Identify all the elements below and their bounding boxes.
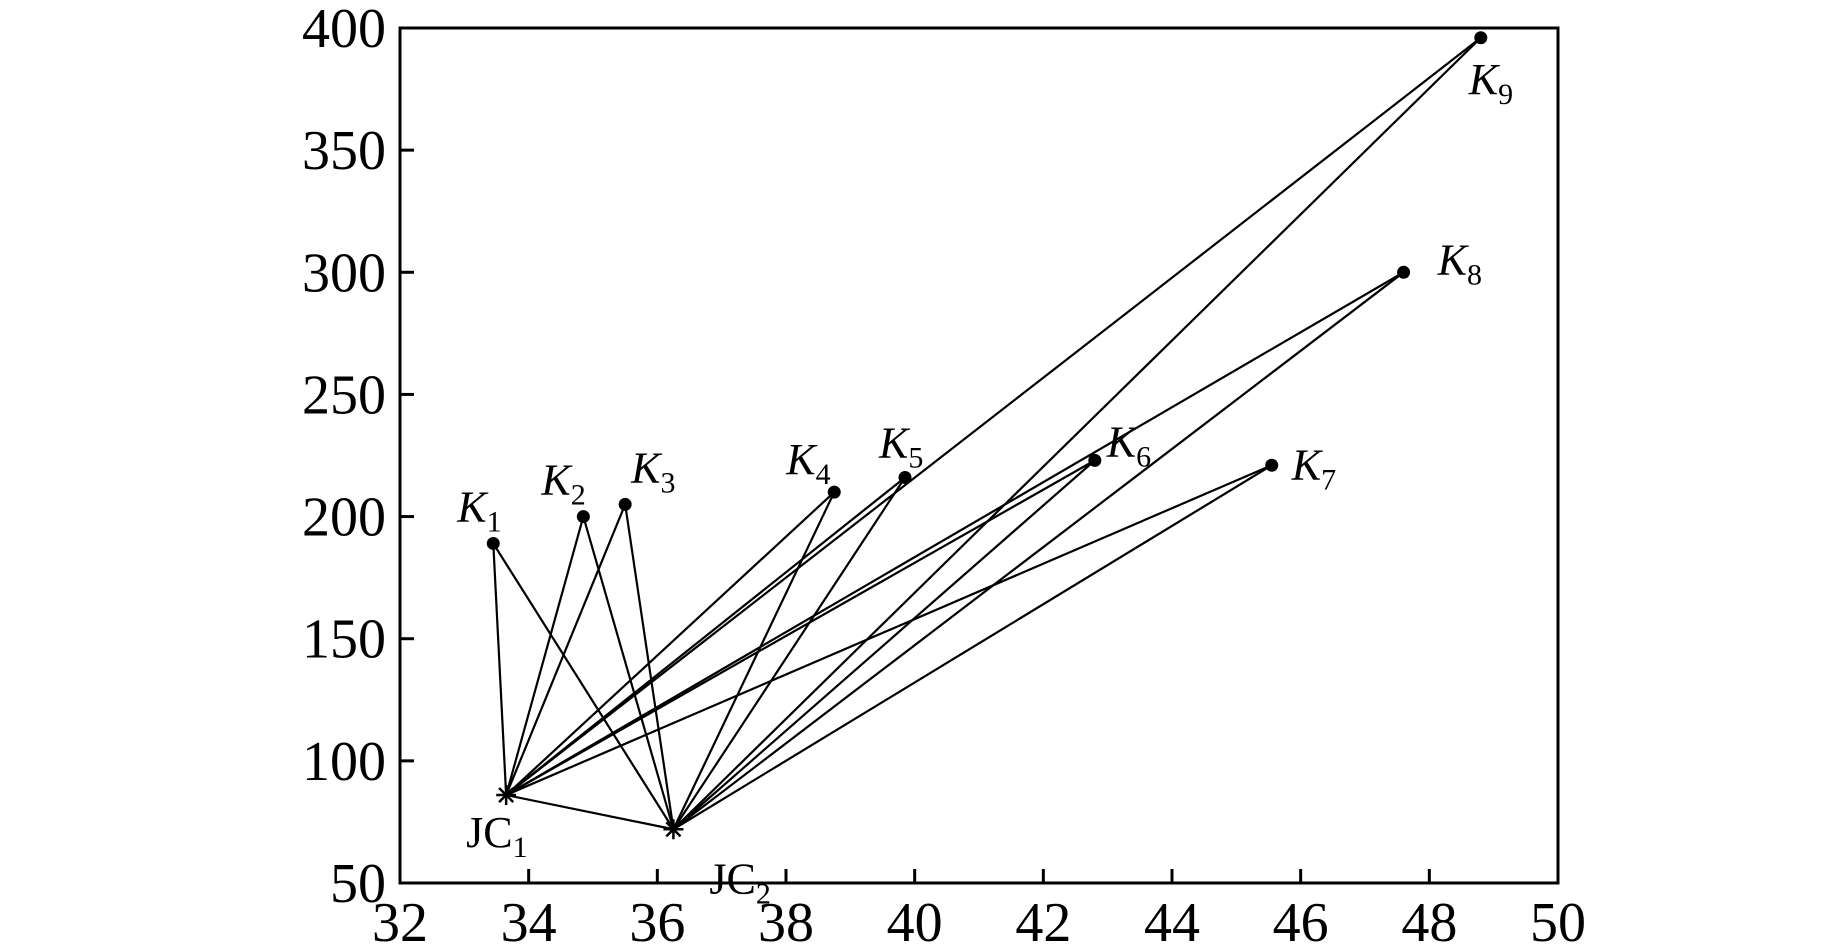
x-tick-label: 38 [758, 892, 814, 945]
connection-line-jc2-k7 [672, 464, 1273, 831]
point-label-k5: K5 [878, 418, 923, 474]
connection-line-jc2-k8 [672, 271, 1405, 831]
point-label-k7: K7 [1291, 440, 1336, 496]
plot-frame [398, 26, 1560, 885]
connection-line-jc2-k6 [672, 459, 1096, 831]
connection-line-jc1-k7 [505, 464, 1273, 797]
x-tick-label: 46 [1273, 892, 1329, 945]
point-label-k9: K9 [1468, 55, 1513, 111]
point-marker-k9 [1474, 31, 1488, 45]
star-marker-jc2 [663, 819, 684, 840]
point-label-k1: K1 [456, 482, 501, 538]
point-label-k3: K3 [630, 443, 675, 499]
y-tick-label: 150 [302, 609, 386, 671]
y-tick-label: 300 [302, 242, 386, 304]
point-marker-k6 [1088, 453, 1102, 467]
point-label-k8: K8 [1437, 235, 1482, 291]
point-marker-k7 [1265, 458, 1279, 472]
connection-line-jc1-k1 [492, 543, 508, 796]
y-tick-label: 100 [302, 731, 386, 793]
point-label-jc1: JC1 [466, 808, 527, 864]
connection-line-jc2-k1 [492, 542, 675, 830]
x-tick-label: 34 [501, 892, 557, 945]
connection-line-jc1-k3 [505, 503, 627, 796]
connection-line-jc2-k5 [672, 476, 906, 830]
connection-line-jc2-k2 [582, 516, 675, 830]
connection-line-jc2-k9 [672, 36, 1482, 831]
point-label-k4: K4 [785, 435, 830, 491]
point-marker-k4 [827, 485, 841, 499]
x-tick-label: 42 [1015, 892, 1071, 945]
connection-line-jc1-jc2 [505, 793, 674, 831]
connection-line-jc1-k9 [505, 36, 1482, 796]
point-label-k6: K6 [1106, 417, 1151, 473]
y-tick-label: 250 [302, 364, 386, 426]
y-tick-label: 400 [302, 0, 386, 60]
x-tick-label: 40 [887, 892, 943, 945]
connection-line-jc2-k3 [624, 504, 675, 830]
x-tick-label: 44 [1144, 892, 1200, 945]
connection-line-jc1-k2 [505, 516, 585, 796]
point-marker-k1 [486, 536, 500, 550]
x-axis-ticks: 32 34 36 38 40 42 44 46 48 50 [372, 869, 1586, 950]
x-tick-label: 36 [629, 892, 685, 945]
x-tick-label: 50 [1530, 892, 1586, 945]
y-axis-ticks: 50 100 150 200 250 300 350 400 [302, 0, 414, 915]
point-labels: JC1 JC2 K1 K2 K3 K4 K5 K6 K7 K8 K9 [456, 55, 1513, 910]
point-marker-k8 [1397, 265, 1411, 279]
connection-lines [492, 36, 1482, 831]
point-markers [486, 31, 1488, 840]
x-tick-label: 48 [1401, 892, 1457, 945]
connection-line-jc1-k6 [505, 459, 1096, 797]
point-label-k2: K2 [540, 456, 585, 512]
y-tick-label: 50 [330, 853, 386, 915]
point-marker-k5 [898, 470, 912, 484]
point-marker-k2 [576, 510, 590, 524]
point-label-jc2: JC2 [709, 854, 770, 910]
connection-line-jc2-k4 [672, 491, 836, 830]
y-tick-label: 350 [302, 120, 386, 182]
y-tick-label: 200 [302, 487, 386, 549]
x-tick-label: 32 [372, 892, 428, 945]
star-marker-jc1 [496, 785, 517, 806]
connection-line-jc1-k4 [505, 491, 835, 796]
point-marker-k3 [618, 497, 632, 511]
